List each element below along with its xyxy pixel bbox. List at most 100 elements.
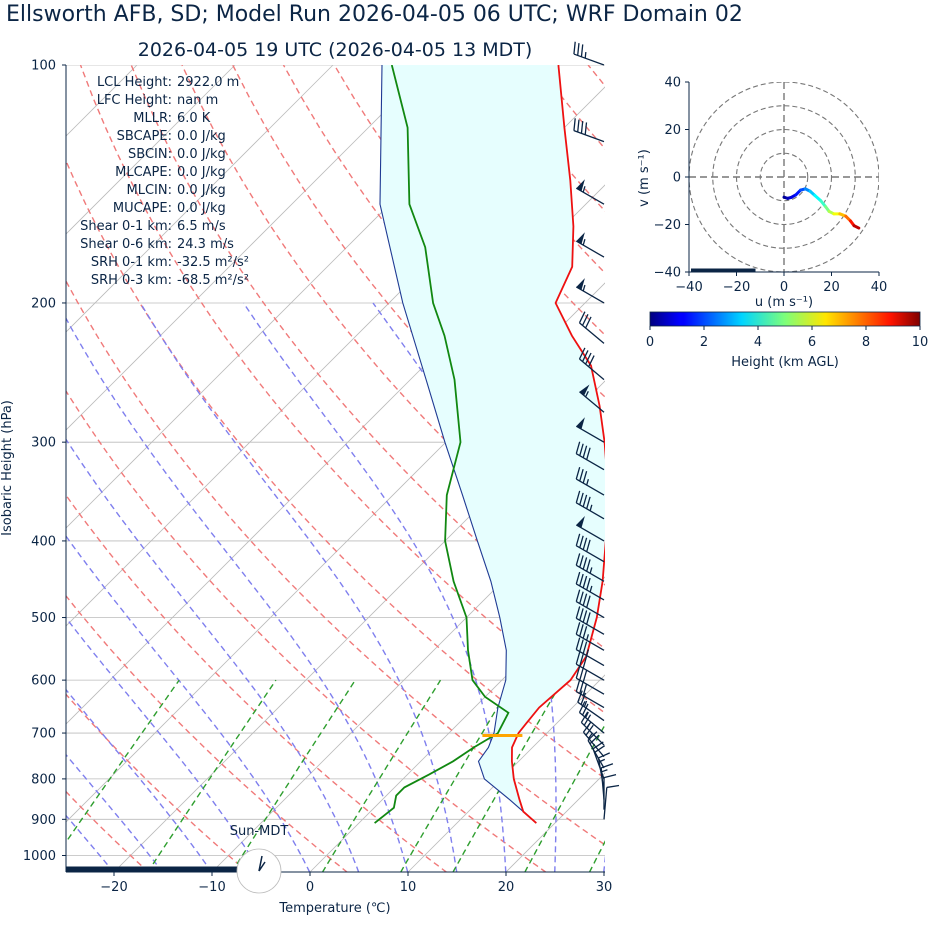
wind-barb — [579, 312, 604, 344]
y-axis-title: Isobaric Height (hPa) — [0, 400, 15, 536]
mixing-ratio-line — [525, 680, 630, 872]
y-tick-label: 600 — [31, 674, 56, 689]
sounding-annotations: LCL Height: 2922.0 m LFC Height: nan m MLLR:… — [80, 75, 249, 288]
barb-full — [598, 753, 609, 758]
x-axis-title: Temperature (℃) — [278, 901, 390, 916]
figure-title: Ellsworth AFB, SD; Model Run 2026-04-05 … — [6, 2, 743, 27]
barb-full — [581, 121, 582, 133]
annotation-label: SRH 0-3 km: — [91, 273, 172, 288]
moist-adiabat-line — [58, 303, 408, 872]
annotation-value: 24.3 m/s — [177, 237, 234, 252]
annotation-value: nan m — [177, 93, 218, 108]
barb-staff — [574, 131, 604, 142]
isotherm-line — [604, 65, 928, 872]
wind-barb — [576, 278, 604, 303]
y-tick-label: 300 — [31, 436, 56, 451]
moist-adiabat-line — [702, 303, 809, 872]
hodograph-x-title: u (m s⁻¹) — [755, 295, 813, 310]
hodograph-y-tick-label: 20 — [664, 123, 681, 138]
hodograph-y-title: v (m s⁻¹) — [637, 149, 652, 207]
barb-full — [607, 786, 619, 788]
barb-staff — [574, 54, 604, 65]
y-tick-label: 100 — [31, 59, 56, 74]
moist-adiabat-line — [653, 303, 702, 872]
dry-adiabat-line — [690, 65, 928, 872]
barb-half — [583, 239, 585, 245]
annotation-value: 0.0 J/kg — [177, 147, 226, 162]
y-tick-label: 700 — [31, 727, 56, 742]
moist-adiabat-line — [0, 303, 114, 872]
hodograph-x-tick-label: −20 — [723, 280, 750, 295]
skewt-data-layer — [375, 65, 609, 823]
wind-barb — [588, 732, 604, 768]
mixing-ratio-line — [589, 680, 690, 872]
annotation-label: LFC Height: — [97, 93, 172, 108]
sun-clock-label: Sun-MDT — [230, 824, 289, 839]
x-tick-label: 10 — [400, 880, 417, 895]
y-tick-label: 900 — [31, 813, 56, 828]
dry-adiabat-line — [0, 65, 347, 872]
annotation-value: -32.5 m²/s² — [177, 255, 249, 270]
mixing-ratio-line — [637, 680, 735, 872]
annotation-label: LCL Height: — [97, 75, 172, 90]
figure-subtitle: 2026-04-05 19 UTC (2026-04-05 13 MDT) — [138, 39, 533, 61]
annotation-label: Shear 0-6 km: — [80, 237, 172, 252]
annotation-value: 0.0 J/kg — [177, 183, 226, 198]
hodograph-x-tick-label: 20 — [823, 280, 840, 295]
hodograph-y-tick-label: 0 — [673, 171, 681, 186]
y-tick-label: 800 — [31, 772, 56, 787]
barb-staff — [576, 241, 604, 257]
barb-half — [583, 285, 585, 291]
mixing-ratio-line — [232, 680, 355, 872]
hodograph-x-tick-label: 0 — [780, 280, 788, 295]
parcel-area-fill — [380, 65, 609, 823]
annotation-label: SBCAPE: — [117, 129, 172, 144]
x-tick-label: 30 — [596, 880, 613, 895]
annotation-label: MLCAPE: — [115, 165, 172, 180]
barb-full — [574, 42, 575, 54]
dry-adiabat-line — [740, 65, 928, 872]
barb-full — [585, 122, 586, 134]
annotation-value: 0.0 J/kg — [177, 201, 226, 216]
hodograph-x-tick-label: −40 — [675, 280, 702, 295]
annotation-label: MUCAPE: — [113, 201, 172, 216]
annotation-value: 0.0 J/kg — [177, 165, 226, 180]
x-tick-label: 20 — [498, 880, 515, 895]
barb-staff — [576, 287, 604, 303]
x-tick-label: −20 — [100, 880, 127, 895]
y-tick-label: 400 — [31, 534, 56, 549]
colorbar-tick-label: 8 — [862, 335, 870, 350]
barb-half — [602, 770, 608, 772]
dry-adiabat-line — [791, 65, 928, 872]
colorbar-tick-label: 0 — [646, 335, 654, 350]
hodograph-segment — [854, 226, 859, 228]
wind-barb — [604, 786, 619, 820]
annotation-label: MLLR: — [133, 111, 172, 126]
annotation-label: SRH 0-1 km: — [91, 255, 172, 270]
barb-half — [583, 186, 585, 192]
annotation-value: 6.0 K — [177, 111, 211, 126]
isotherm-line — [702, 65, 928, 872]
isotherm-line — [0, 65, 725, 872]
hodograph-rings — [689, 82, 879, 272]
colorbar-tick-label: 4 — [754, 335, 762, 350]
barb-full — [604, 775, 616, 778]
annotation-label: SBCIN: — [128, 147, 172, 162]
annotation-value: 2922.0 m — [177, 75, 239, 90]
hodograph-y-tick-label: −40 — [654, 266, 681, 281]
y-tick-label: 500 — [31, 611, 56, 626]
wind-barb — [581, 712, 604, 745]
colorbar-tick-label: 6 — [808, 335, 816, 350]
barb-full — [578, 43, 579, 55]
barb-staff — [579, 323, 604, 344]
barb-half — [585, 52, 586, 58]
hodograph-y-tick-label: −20 — [654, 218, 681, 233]
barb-full — [574, 118, 575, 130]
annotation-value: -68.5 m²/s² — [177, 273, 249, 288]
barb-full — [576, 680, 579, 692]
sun-clock: Sun-MDT — [230, 824, 289, 893]
